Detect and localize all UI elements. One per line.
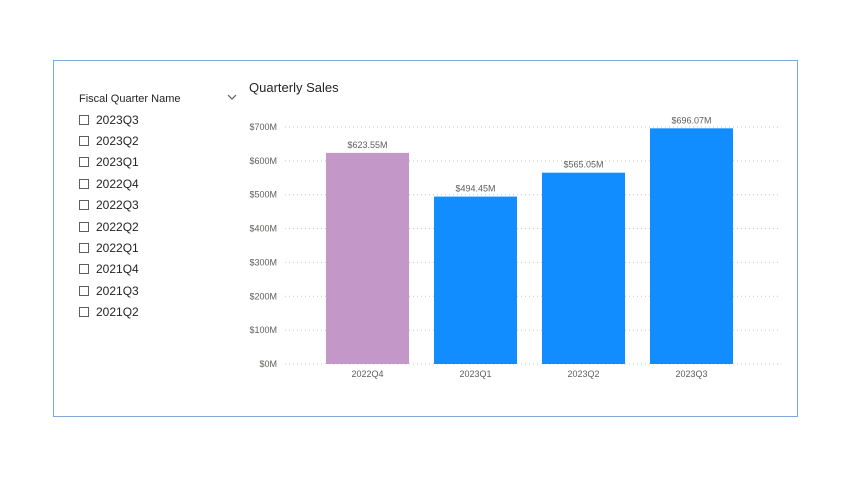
checkbox[interactable] [79, 136, 89, 147]
slicer-item-2023q3[interactable]: 2023Q3 [79, 109, 139, 130]
data-label: $696.07M [671, 115, 711, 125]
checkbox[interactable] [79, 221, 89, 232]
checkbox[interactable] [79, 114, 89, 125]
y-tick-label: $100M [249, 325, 277, 335]
slicer-list: 2023Q3 2023Q2 2023Q1 2022Q4 2022Q3 2022Q… [79, 109, 139, 323]
checkbox[interactable] [79, 243, 89, 254]
slicer-item-2022q1[interactable]: 2022Q1 [79, 237, 139, 258]
slicer-item-label: 2021Q2 [96, 305, 139, 320]
x-tick-label: 2023Q1 [459, 369, 491, 379]
slicer-item-label: 2023Q1 [96, 155, 139, 170]
slicer-item-2022q4[interactable]: 2022Q4 [79, 173, 139, 194]
x-tick-label: 2023Q2 [567, 369, 599, 379]
y-tick-label: $0M [259, 359, 277, 369]
y-tick-label: $300M [249, 257, 277, 267]
slicer-item-2021q4[interactable]: 2021Q4 [79, 259, 139, 280]
bar-2023q2[interactable] [542, 172, 625, 364]
checkbox[interactable] [79, 285, 89, 296]
bar-2023q3[interactable] [650, 128, 733, 364]
slicer-header: Fiscal Quarter Name [79, 90, 239, 108]
slicer-item-label: 2023Q3 [96, 112, 139, 127]
slicer-item-2022q2[interactable]: 2022Q2 [79, 216, 139, 237]
data-label: $623.55M [347, 140, 387, 150]
quarterly-sales-chart: $0M $100M $200M $300M $400M $500M $600M $700M $6… [249, 115, 778, 379]
slicer-item-label: 2022Q3 [96, 198, 139, 213]
slicer-title: Fiscal Quarter Name [79, 93, 181, 105]
slicer-item-label: 2021Q4 [96, 262, 139, 277]
checkbox[interactable] [79, 157, 89, 168]
slicer-item-2021q3[interactable]: 2021Q3 [79, 280, 139, 301]
slicer-item-label: 2022Q2 [96, 219, 139, 234]
data-label: $494.45M [455, 184, 495, 194]
slicer-item-2022q3[interactable]: 2022Q3 [79, 195, 139, 216]
checkbox[interactable] [79, 200, 89, 211]
slicer-item-label: 2023Q2 [96, 134, 139, 149]
slicer-item-label: 2021Q3 [96, 283, 139, 298]
y-tick-label: $600M [249, 156, 277, 166]
visual-frame [53, 60, 798, 417]
x-tick-label: 2022Q4 [351, 369, 383, 379]
chevron-down-icon[interactable] [225, 90, 239, 104]
chart-title: Quarterly Sales [249, 80, 339, 95]
checkbox[interactable] [79, 307, 89, 318]
slicer-item-2023q1[interactable]: 2023Q1 [79, 152, 139, 173]
y-tick-label: $400M [249, 224, 277, 234]
checkbox[interactable] [79, 178, 89, 189]
fiscal-quarter-slicer: Fiscal Quarter Name 2023Q3 2023Q2 2023Q1… [79, 90, 239, 319]
slicer-item-2021q2[interactable]: 2021Q2 [79, 302, 139, 323]
bar-2023q1[interactable] [434, 196, 517, 364]
slicer-item-2023q2[interactable]: 2023Q2 [79, 130, 139, 151]
y-tick-label: $200M [249, 291, 277, 301]
bar-2022q4[interactable] [326, 152, 409, 364]
slicer-item-label: 2022Q4 [96, 176, 139, 191]
y-tick-label: $500M [249, 190, 277, 200]
data-label: $565.05M [563, 160, 603, 170]
y-tick-label: $700M [249, 122, 277, 132]
slicer-item-label: 2022Q1 [96, 241, 139, 256]
x-tick-label: 2023Q3 [675, 369, 707, 379]
checkbox[interactable] [79, 264, 89, 275]
